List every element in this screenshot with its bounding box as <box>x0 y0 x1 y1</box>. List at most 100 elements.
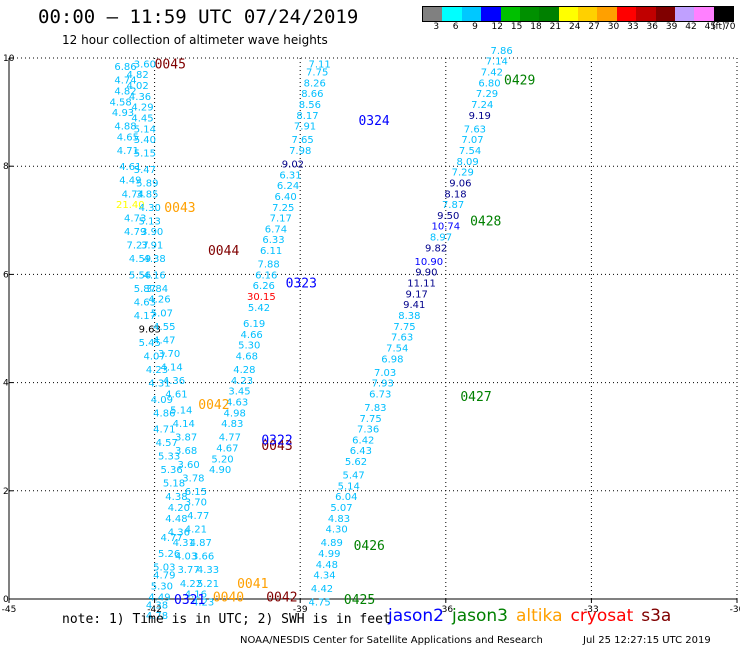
wave-height-point: 5.15 <box>134 149 156 160</box>
wave-height-point: 7.63 <box>391 333 413 344</box>
wave-height-point: 4.73 <box>124 214 146 225</box>
colorbar-cell <box>578 7 598 21</box>
wave-height-point: 11.11 <box>407 279 436 290</box>
wave-height-point: 8.66 <box>301 89 323 100</box>
wave-height-point: 7.27 <box>126 241 148 252</box>
wave-height-point: 4.63 <box>226 398 248 409</box>
wave-height-point: 4.77 <box>219 433 241 444</box>
wave-height-point: 4.31 <box>148 379 170 390</box>
pass-label: 0321 <box>174 593 205 608</box>
wave-height-point: 3.70 <box>158 349 180 360</box>
wave-height-point: 4.83 <box>221 419 243 430</box>
pass-label: 0043 <box>261 439 292 454</box>
wave-height-point: 9.90 <box>415 268 437 279</box>
wave-height-point: 5.13 <box>139 216 161 227</box>
wave-height-point: 6.80 <box>478 78 500 89</box>
colorbar-label: 21 <box>549 22 562 32</box>
wave-height-point: 3.68 <box>175 446 197 457</box>
wave-height-point: 4.49 <box>148 592 170 603</box>
wave-height-point: 6.31 <box>279 170 301 181</box>
wave-height-point: 6.86 <box>114 62 136 73</box>
y-tick-label: 10 <box>3 54 15 64</box>
wave-height-point: 4.30 <box>139 203 161 214</box>
wave-height-point: 6.33 <box>262 235 284 246</box>
y-tick-label: 0 <box>3 595 9 605</box>
wave-height-point: 4.14 <box>173 419 195 430</box>
wave-height-point: 5.40 <box>134 135 156 146</box>
colorbar-cell <box>694 7 714 21</box>
wave-height-point: 4.36 <box>168 527 190 538</box>
wave-height-point: 4.23 <box>231 376 253 387</box>
pass-label: 0042 <box>266 590 297 605</box>
wave-height-point: 8.17 <box>296 111 318 122</box>
wave-height-point: 4.45 <box>131 114 153 125</box>
wave-height-point: 4.38 <box>165 492 187 503</box>
wave-height-point: 4.14 <box>160 362 182 373</box>
wave-height-point: 4.74 <box>122 189 144 200</box>
footer-note: note: 1) Time is in UTC; 2) SWH is in fe… <box>62 612 391 627</box>
wave-height-point: 4.42 <box>311 584 333 595</box>
wave-height-point: 3.91 <box>141 241 163 252</box>
colorbar-cell <box>558 7 578 21</box>
credit-text: NOAA/NESDIS Center for Satellite Applica… <box>240 635 543 646</box>
colorbar-cell <box>597 7 617 21</box>
wave-height-point: 5.87 <box>134 284 156 295</box>
wave-height-point: 4.67 <box>216 444 238 455</box>
wave-height-point: 6.98 <box>381 354 403 365</box>
wave-height-point: 5.89 <box>136 178 158 189</box>
wave-height-point: 4.22 <box>180 579 202 590</box>
wave-height-point: 4.57 <box>156 438 178 449</box>
wave-height-point: 4.03 <box>175 552 197 563</box>
colorbar <box>422 6 734 22</box>
wave-height-point: 6.04 <box>335 492 357 503</box>
wave-height-point: 4.26 <box>148 295 170 306</box>
wave-height-point: 4.86 <box>153 408 175 419</box>
wave-height-point: 21.40 <box>116 200 145 211</box>
wave-height-point: 4.71 <box>117 146 139 157</box>
wave-height-point: 5.07 <box>151 308 173 319</box>
wave-height-point: 6.73 <box>369 389 391 400</box>
wave-height-point: 4.29 <box>131 103 153 114</box>
wave-height-point: 5.07 <box>330 503 352 514</box>
wave-height-point: 4.02 <box>126 81 148 92</box>
wave-height-point: 7.11 <box>308 59 330 70</box>
wave-height-point: 7.63 <box>464 124 486 135</box>
wave-height-point: 8.97 <box>430 233 452 244</box>
pass-label: 0427 <box>460 390 491 405</box>
wave-height-point: 7.86 <box>490 46 512 57</box>
wave-height-point: 5.14 <box>134 124 156 135</box>
wave-height-point: 3.77 <box>177 565 199 576</box>
wave-height-point: 4.17 <box>134 311 156 322</box>
wave-height-point: 4.59 <box>129 254 151 265</box>
wave-height-point: 6.43 <box>350 446 372 457</box>
wave-height-point: 3.45 <box>228 387 250 398</box>
colorbar-cell <box>655 7 675 21</box>
wave-height-point: 7.29 <box>476 89 498 100</box>
wave-height-point: 30.15 <box>247 292 276 303</box>
colorbar-label: 42 <box>685 22 697 32</box>
wave-height-point: 6.19 <box>243 319 265 330</box>
wave-height-point: 4.30 <box>325 525 347 536</box>
wave-height-point: 4.09 <box>151 395 173 406</box>
wave-height-point: 7.54 <box>386 343 408 354</box>
wave-height-point: 5.26 <box>158 549 180 560</box>
wave-height-point: 7.83 <box>364 403 386 414</box>
colorbar-label: 18 <box>530 22 542 32</box>
colorbar-cell <box>481 7 501 21</box>
wave-height-point: 5.36 <box>160 465 182 476</box>
wave-height-point: 4.79 <box>124 227 146 238</box>
wave-height-point: 10.90 <box>414 257 443 268</box>
pass-label: 0045 <box>155 57 186 72</box>
wave-height-point: 8.26 <box>304 78 326 89</box>
y-tick-label: 4 <box>3 379 9 389</box>
wave-height-point: 3.78 <box>182 473 204 484</box>
colorbar-cell <box>674 7 695 21</box>
wave-height-point: 9.82 <box>425 243 447 254</box>
wave-height-point: 4.75 <box>308 598 330 609</box>
page-title: 00:00 – 11:59 UTC 07/24/2019 <box>38 6 359 28</box>
wave-height-point: 4.89 <box>321 538 343 549</box>
wave-height-point: 4.21 <box>185 525 207 536</box>
wave-height-point: 3.87 <box>175 433 197 444</box>
wave-height-point: 7.75 <box>393 322 415 333</box>
